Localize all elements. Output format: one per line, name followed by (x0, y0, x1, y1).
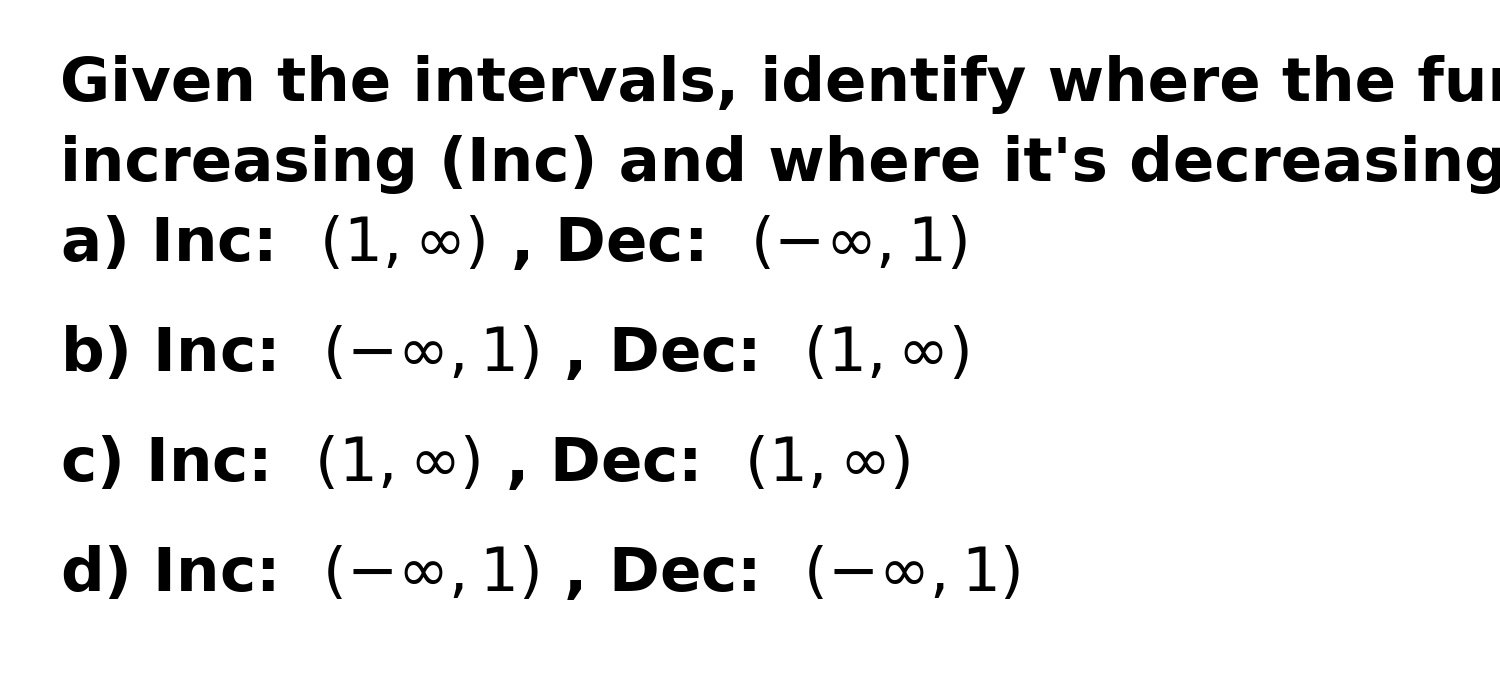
Text: a) Inc:  $(1, \infty)$ , Dec:  $(-\infty, 1)$: a) Inc: $(1, \infty)$ , Dec: $(-\infty, … (60, 215, 968, 274)
Text: c) Inc:  $(1, \infty)$ , Dec:  $(1, \infty)$: c) Inc: $(1, \infty)$ , Dec: $(1, \infty… (60, 435, 910, 494)
Text: Given the intervals, identify where the function is: Given the intervals, identify where the … (60, 55, 1500, 114)
Text: d) Inc:  $(-\infty, 1)$ , Dec:  $(-\infty, 1)$: d) Inc: $(-\infty, 1)$ , Dec: $(-\infty,… (60, 545, 1020, 604)
Text: increasing (Inc) and where it's decreasing (Dec):: increasing (Inc) and where it's decreasi… (60, 135, 1500, 194)
Text: b) Inc:  $(-\infty, 1)$ , Dec:  $(1, \infty)$: b) Inc: $(-\infty, 1)$ , Dec: $(1, \inft… (60, 325, 969, 384)
